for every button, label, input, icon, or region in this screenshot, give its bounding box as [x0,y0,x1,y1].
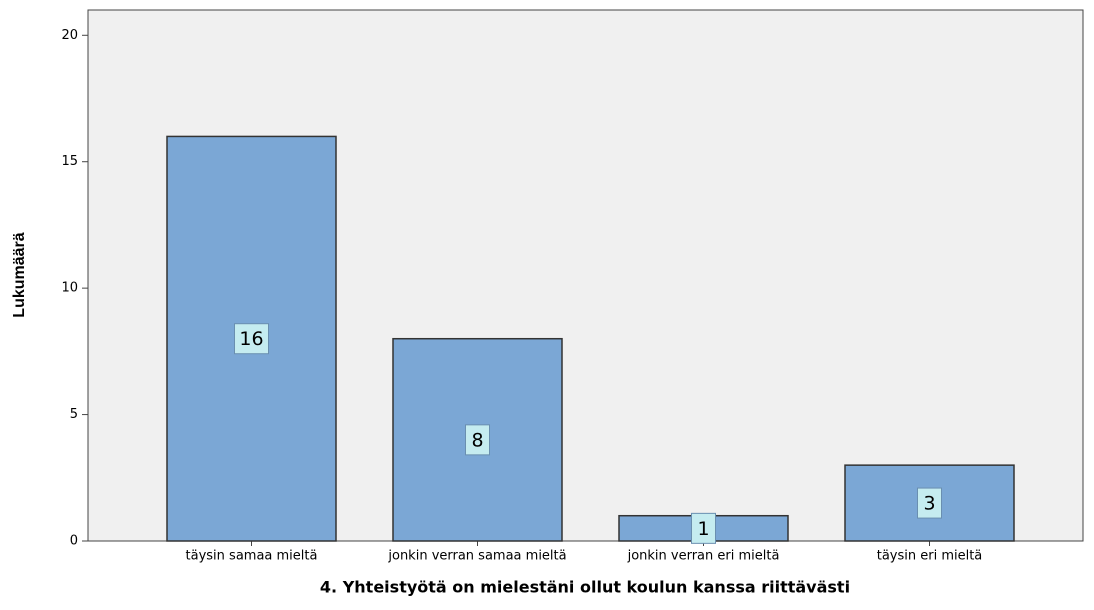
y-tick-label: 10 [61,281,78,296]
y-tick-label: 15 [61,154,78,169]
value-label-box [234,323,269,355]
y-tick-label: 5 [70,407,78,422]
x-tick-label: jonkin verran samaa mieltä [387,549,566,564]
value-label: 3 [923,493,935,515]
value-label-box [691,512,716,544]
value-label-box [465,424,490,456]
value-label: 1 [697,518,709,540]
y-tick-label: 20 [61,28,78,43]
x-tick-label: jonkin verran eri mieltä [627,549,780,564]
x-tick-label: täysin samaa mieltä [186,549,318,564]
x-axis-label: 4. Yhteistyötä on mielestäni ollut koulu… [320,578,850,597]
value-label-box [917,487,942,519]
y-tick-label: 0 [70,534,78,549]
value-label: 16 [239,328,263,350]
value-label: 8 [471,429,483,451]
x-tick-label: täysin eri mieltä [877,549,983,564]
y-axis-label: Lukumäärä [11,232,28,317]
